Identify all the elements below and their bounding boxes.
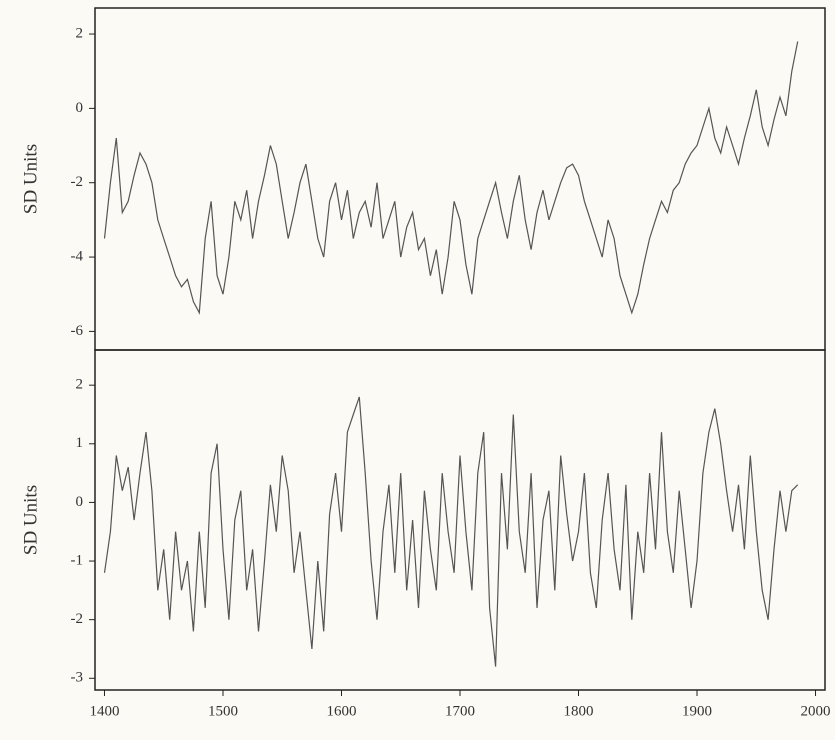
y-tick-label: -2 xyxy=(71,174,84,190)
y-tick-label: 2 xyxy=(76,377,84,393)
y-tick-label: 2 xyxy=(76,25,84,41)
data-line xyxy=(103,41,799,315)
x-tick-label: 2000 xyxy=(801,703,831,719)
y-tick-label: -2 xyxy=(71,611,84,627)
y-tick-label: -6 xyxy=(71,323,84,339)
panel-frame xyxy=(94,349,826,691)
x-tick-label: 1900 xyxy=(682,703,712,719)
x-tick-label: 1500 xyxy=(208,703,238,719)
y-tick-label: 0 xyxy=(76,494,84,510)
y-axis-label: SD Units xyxy=(20,144,41,214)
x-tick-label: 1600 xyxy=(326,703,356,719)
x-tick-label: 1800 xyxy=(564,703,594,719)
x-tick-label: 1400 xyxy=(89,703,119,719)
data-line xyxy=(103,396,799,667)
y-tick-label: -1 xyxy=(71,552,84,568)
x-tick-label: 1700 xyxy=(445,703,475,719)
y-tick-label: 1 xyxy=(76,435,84,451)
y-tick-label: -3 xyxy=(71,670,84,686)
y-tick-label: 0 xyxy=(76,100,84,116)
panel-frame xyxy=(94,7,826,351)
y-axis-label: SD Units xyxy=(20,485,41,555)
y-tick-label: -4 xyxy=(71,249,84,265)
